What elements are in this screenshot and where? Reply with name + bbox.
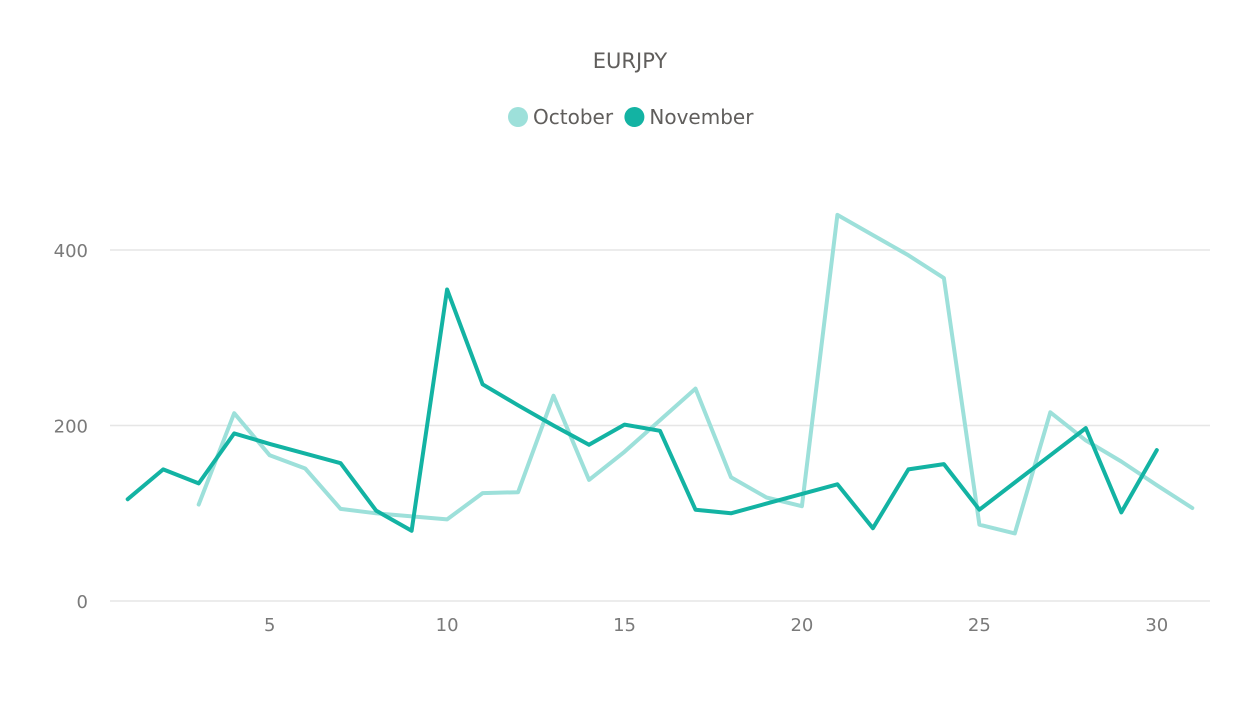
y-axis: 0 200 400	[54, 241, 88, 613]
legend-marker-november	[624, 107, 645, 127]
legend: October November	[508, 105, 754, 129]
x-tick-label: 30	[1145, 615, 1168, 636]
series-line-october	[196, 212, 1195, 536]
y-tick-label: 400	[54, 241, 88, 262]
legend-marker-october	[508, 107, 528, 127]
x-tick-label: 20	[790, 615, 813, 636]
legend-label-october: October	[533, 105, 614, 129]
gridlines	[110, 249, 1210, 602]
chart-title: EURJPY	[593, 49, 668, 73]
series-group	[125, 212, 1195, 536]
x-tick-label: 15	[613, 615, 636, 636]
x-tick-label: 25	[968, 615, 991, 636]
y-tick-label: 0	[77, 592, 88, 613]
legend-label-november: November	[649, 105, 754, 129]
x-axis: 5 10 15 20 25 30	[264, 615, 1168, 636]
x-tick-label: 5	[264, 615, 275, 636]
y-tick-label: 200	[54, 417, 88, 438]
x-tick-label: 10	[436, 615, 459, 636]
series-line-november	[125, 287, 1159, 533]
